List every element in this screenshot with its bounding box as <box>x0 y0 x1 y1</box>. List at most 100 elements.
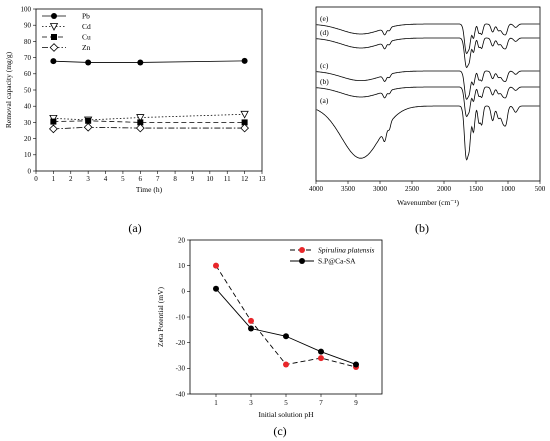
data-point-cu <box>137 119 144 126</box>
curve-label: (e) <box>320 14 329 23</box>
data-point-cd <box>240 110 249 119</box>
y-tick-label: 100 <box>21 5 32 13</box>
data-point-1 <box>248 325 254 332</box>
x-tick-label: 9 <box>354 399 358 407</box>
series-line-cu <box>53 120 245 123</box>
curve-label: (a) <box>320 96 329 105</box>
x-tick-label: 3 <box>249 399 253 407</box>
plot-frame <box>35 8 263 172</box>
panel-label: (b) <box>415 221 429 235</box>
y-tick-label: -30 <box>176 365 186 373</box>
spectrum-curve <box>316 23 540 55</box>
legend-marker <box>299 247 305 253</box>
y-tick-label: 40 <box>24 103 32 111</box>
chart-panel-a: 0 1 2 3 4 5 6 7 8 9 10 11 12 13 0 10 20 30 40 50 60 70 80 90 100… <box>0 0 280 240</box>
legend-label: Pb <box>82 12 90 21</box>
series-line-0 <box>215 265 357 368</box>
x-tick-label: 13 <box>259 175 267 183</box>
series-line-1 <box>215 288 357 365</box>
data-point-pb <box>85 59 92 66</box>
series-line-zn <box>53 126 245 130</box>
data-point-pb <box>137 59 144 66</box>
y-tick-label: 30 <box>24 119 32 127</box>
x-tick-label: 3000 <box>373 185 388 193</box>
ftir-spectra-chart: 4000 3500 3000 2500 2000 1500 1000 500 Wavenumbe… <box>309 6 546 235</box>
data-point-1 <box>213 285 219 292</box>
legend-marker <box>49 43 59 52</box>
curve-label: (c) <box>320 61 329 70</box>
y-tick-label: 0 <box>182 288 186 296</box>
x-axis-label: Time (h) <box>136 185 163 194</box>
y-tick-label: 10 <box>178 262 186 270</box>
legend-label: Zn <box>82 43 91 52</box>
legend-marker <box>49 23 59 31</box>
series-line-cd <box>53 113 245 121</box>
x-tick-label: 12 <box>241 175 249 183</box>
y-tick-label: 20 <box>24 135 32 143</box>
x-tick-label: 11 <box>224 175 231 183</box>
chart-panel-c: 1 3 5 7 9 20 10 0 -10 -20 -30 -40 Initial solution p… <box>150 230 410 441</box>
legend-marker <box>51 34 57 40</box>
data-point-1 <box>283 333 289 340</box>
x-tick-label: 5 <box>284 399 288 407</box>
data-point-cu <box>50 118 57 125</box>
panel-label: (c) <box>273 424 286 438</box>
y-tick-label: -20 <box>176 339 186 347</box>
data-point-0 <box>318 355 324 362</box>
data-point-cd <box>136 114 145 122</box>
data-point-zn <box>83 122 93 132</box>
x-tick-label: 9 <box>191 175 195 183</box>
x-tick-label: 1 <box>214 399 218 407</box>
series-line-pb <box>53 60 245 63</box>
chart-panel-b: 4000 3500 3000 2500 2000 1500 1000 500 Wavenumbe… <box>295 0 550 240</box>
y-tick-label: 0 <box>28 167 32 175</box>
data-point-1 <box>318 348 324 355</box>
legend-label: Cd <box>82 22 91 31</box>
x-tick-label: 500 <box>535 185 546 193</box>
data-point-zn <box>49 124 58 134</box>
x-tick-label: 4000 <box>309 185 324 193</box>
y-tick-label: 20 <box>178 236 186 244</box>
y-tick-label: 80 <box>24 38 32 46</box>
y-tick-label: 90 <box>24 22 32 30</box>
x-tick-label: 7 <box>156 175 160 183</box>
x-tick-label: 7 <box>319 399 323 407</box>
curve-label: (b) <box>320 77 329 86</box>
y-tick-label: -10 <box>176 313 186 321</box>
y-tick-label: -40 <box>176 390 186 398</box>
x-tick-label: 3500 <box>341 185 356 193</box>
curve-label: (d) <box>320 28 329 37</box>
data-point-1 <box>353 361 359 368</box>
legend-label: S.P@Ca-SA <box>318 257 356 266</box>
x-tick-label: 4 <box>104 175 108 183</box>
x-tick-label: 3 <box>86 175 90 183</box>
x-tick-label: 10 <box>206 175 214 183</box>
spectrum-curve <box>316 105 540 161</box>
legend-marker <box>51 13 57 19</box>
data-point-pb <box>50 58 57 65</box>
spectrum-curve <box>316 70 540 100</box>
data-point-zn <box>240 123 249 133</box>
x-axis-label: Wavenumber (cm⁻¹) <box>397 198 460 207</box>
zeta-potential-chart: 1 3 5 7 9 20 10 0 -10 -20 -30 -40 Initial solution p… <box>156 236 383 438</box>
x-tick-label: 1 <box>52 175 56 183</box>
removal-capacity-chart: 0 1 2 3 4 5 6 7 8 9 10 11 12 130102030405060708090100… <box>4 5 267 235</box>
data-point-cu <box>241 119 248 126</box>
y-tick-label: 70 <box>24 54 32 62</box>
x-tick-label: 6 <box>139 175 143 183</box>
legend-marker <box>299 258 305 264</box>
y-tick-label: 50 <box>24 86 32 94</box>
x-tick-label: 2 <box>69 175 73 183</box>
x-tick-label: 0 <box>34 175 38 183</box>
x-tick-label: 2000 <box>437 185 452 193</box>
x-axis-label: Initial solution pH <box>259 410 315 419</box>
spectrum-curve <box>316 37 540 69</box>
y-axis-label: Removal capacity (mg/g) <box>4 51 13 128</box>
legend-label: Spirulina platensis <box>318 246 375 255</box>
panel-label: (a) <box>128 221 141 235</box>
data-point-0 <box>248 317 254 324</box>
legend-label: Cu <box>82 33 91 42</box>
data-point-0 <box>283 361 289 368</box>
data-point-0 <box>213 262 219 269</box>
x-tick-label: 5 <box>121 175 125 183</box>
